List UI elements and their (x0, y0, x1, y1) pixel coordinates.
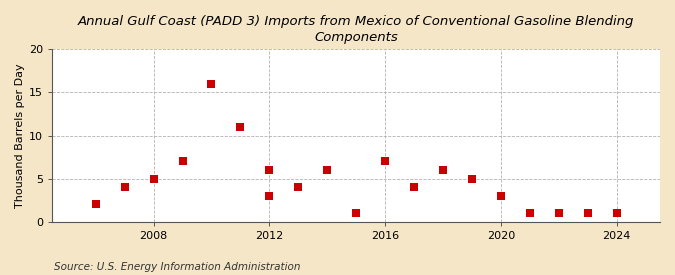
Point (264, 194, 275, 198)
Point (466, 177, 477, 181)
Point (611, 211, 622, 215)
Y-axis label: Thousand Barrels per Day: Thousand Barrels per Day (15, 63, 25, 208)
Point (206, 82, 217, 86)
Point (495, 194, 506, 198)
Point (524, 211, 535, 215)
Title: Annual Gulf Coast (PADD 3) Imports from Mexico of Conventional Gasoline Blending: Annual Gulf Coast (PADD 3) Imports from … (78, 15, 634, 44)
Text: Source: U.S. Energy Information Administration: Source: U.S. Energy Information Administ… (54, 262, 300, 272)
Point (293, 185, 304, 189)
Point (380, 159, 391, 164)
Point (408, 185, 419, 189)
Point (235, 125, 246, 129)
Point (351, 211, 362, 215)
Point (437, 168, 448, 172)
Point (583, 211, 593, 215)
Point (119, 185, 130, 189)
Point (322, 168, 333, 172)
Point (554, 211, 564, 215)
Point (177, 159, 188, 164)
Point (264, 168, 275, 172)
Point (90, 202, 101, 207)
Point (148, 177, 159, 181)
